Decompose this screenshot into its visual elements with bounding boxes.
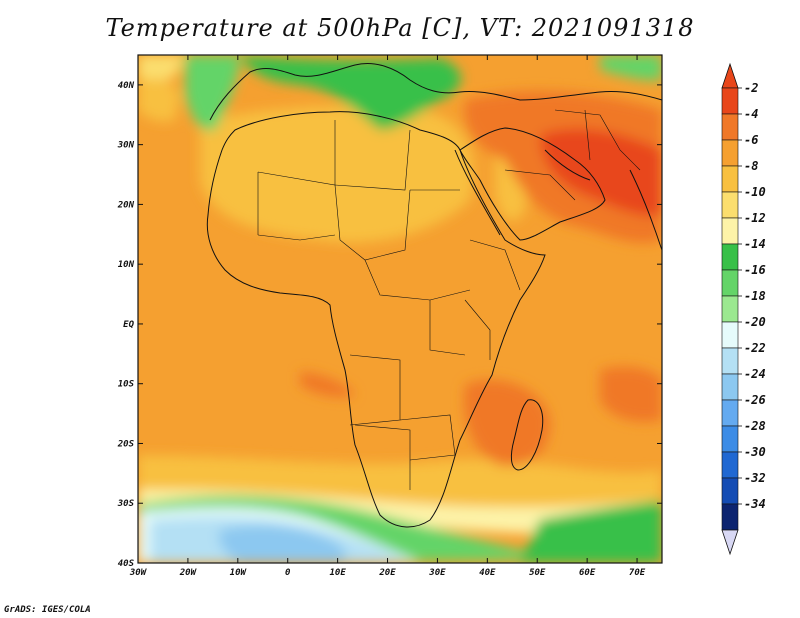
- colorbar-label: -28: [744, 419, 766, 433]
- colorbar-segment: [721, 295, 739, 323]
- border-arabia-1: [504, 169, 576, 201]
- arabia-coastline: [459, 127, 606, 241]
- field-hot-madagascar: [464, 379, 551, 466]
- lon-tick-label: 20W: [179, 568, 198, 578]
- border-west-1: [257, 234, 336, 241]
- colorbar-label: -22: [744, 341, 766, 355]
- colorbar-label: -32: [744, 471, 766, 485]
- lat-tick-label: 40N: [118, 81, 135, 91]
- lat-tick-label: EQ: [123, 320, 134, 330]
- field-hot-atlantic: [300, 372, 355, 397]
- lat-tick-label: 10N: [118, 260, 135, 270]
- field-mild-south: [138, 455, 662, 512]
- lon-tick-label: 10E: [329, 568, 346, 578]
- longitude-axis: 30W 20W 10W 0 10E 20E 30E 40E 50E 60E 70E: [129, 55, 646, 578]
- lat-tick-label: 20N: [117, 200, 135, 210]
- madagascar: [510, 399, 544, 471]
- lon-tick-label: 70E: [629, 568, 646, 578]
- lon-tick-label: 30W: [129, 568, 148, 578]
- lat-tick-label: 40S: [118, 559, 135, 569]
- field-cool-north: [138, 55, 185, 80]
- colorbar-segment: [721, 139, 739, 167]
- colorbar-label: -4: [744, 107, 758, 121]
- latitude-axis: 40N 30N 20N 10N EQ 10S 20S 30S 40S: [117, 81, 662, 569]
- lon-tick-label: 60E: [579, 568, 596, 578]
- footer-credit: GrADS: IGES/COLA: [4, 605, 91, 615]
- field-hot-indian: [600, 366, 662, 422]
- india-coastline: [629, 169, 663, 251]
- colorbar-segment: [721, 503, 739, 531]
- colorbar-segment: [721, 217, 739, 245]
- border-central-3: [429, 300, 466, 356]
- field-blue: [218, 525, 346, 563]
- colorbar: -2 -4 -6 -8 -10 -12 -14 -16 -18 -20 -22 -24 -26 -28 -3…: [721, 62, 766, 556]
- africa-coastline: [206, 111, 546, 528]
- colorbar-label: -24: [744, 367, 766, 381]
- lon-tick-label: 40E: [479, 568, 496, 578]
- lon-tick-label: 20E: [378, 568, 396, 578]
- colorbar-segment: [721, 113, 739, 141]
- border-south-3: [354, 424, 411, 490]
- border-east-2: [464, 299, 491, 360]
- colorbar-segment: [721, 373, 739, 401]
- colorbar-segment: [721, 321, 739, 349]
- colorbar-label: -6: [744, 133, 758, 147]
- country-borders: [257, 109, 641, 490]
- colorbar-segment: [721, 87, 739, 115]
- lon-tick-label: 50E: [529, 568, 546, 578]
- lon-tick-label: 10W: [230, 568, 248, 578]
- field-green-southeast: [520, 500, 662, 563]
- colorbar-label: -14: [744, 237, 766, 251]
- colorbar-segment: [721, 477, 739, 505]
- colorbar-segment: [721, 451, 739, 479]
- lat-tick-label: 30N: [117, 141, 135, 151]
- colorbar-bottom-arrow: [721, 529, 739, 556]
- colorbar-segment: [721, 191, 739, 219]
- field-green-med: [240, 55, 461, 130]
- border-mideast-1: [554, 109, 641, 171]
- red-sea: [454, 149, 501, 236]
- plot-frame: [137, 54, 663, 564]
- colorbar-segment: [721, 399, 739, 427]
- coastlines: [206, 63, 663, 528]
- colorbar-segment: [721, 165, 739, 193]
- colorbar-label: -18: [744, 289, 766, 303]
- colorbar-label: -12: [744, 211, 766, 225]
- lat-tick-label: 10S: [118, 380, 135, 390]
- colorbar-label: -10: [744, 185, 766, 199]
- persian-gulf: [544, 149, 591, 181]
- border-east-1: [469, 239, 521, 291]
- colorbar-label: -26: [744, 393, 766, 407]
- colorbar-segment: [721, 425, 739, 453]
- colorbar-segment: [721, 243, 739, 271]
- field-mild-horn: [138, 78, 180, 122]
- field-green-northwest: [185, 55, 240, 131]
- colorbar-label: -16: [744, 263, 766, 277]
- border-south-1: [349, 354, 401, 426]
- colorbar-label: -30: [744, 445, 766, 459]
- field-hottest-iran: [540, 128, 662, 216]
- colorbar-top-arrow: [721, 62, 739, 89]
- border-south-2: [399, 414, 456, 461]
- colorbar-label: -34: [744, 497, 766, 511]
- border-central-2: [364, 259, 471, 301]
- lat-tick-label: 20S: [117, 439, 135, 449]
- colorbar-label: -8: [744, 159, 758, 173]
- colorbar-label: -20: [744, 315, 766, 329]
- border-mideast-2: [584, 109, 591, 161]
- colorbar-label: -2: [744, 81, 758, 95]
- lon-tick-label: 30E: [428, 568, 446, 578]
- lat-tick-label: 30S: [117, 499, 135, 509]
- temperature-field: [138, 55, 662, 563]
- map-title: Temperature at 500hPa [C], VT: 202109131…: [105, 14, 695, 42]
- border-sahara-3: [334, 129, 411, 191]
- europe-coastline: [209, 63, 663, 121]
- colorbar-segment: [721, 269, 739, 297]
- colorbar-segment: [721, 347, 739, 375]
- field-green-northeast: [600, 55, 662, 81]
- lon-tick-label: 0: [285, 568, 291, 578]
- field-mild-north: [200, 105, 474, 243]
